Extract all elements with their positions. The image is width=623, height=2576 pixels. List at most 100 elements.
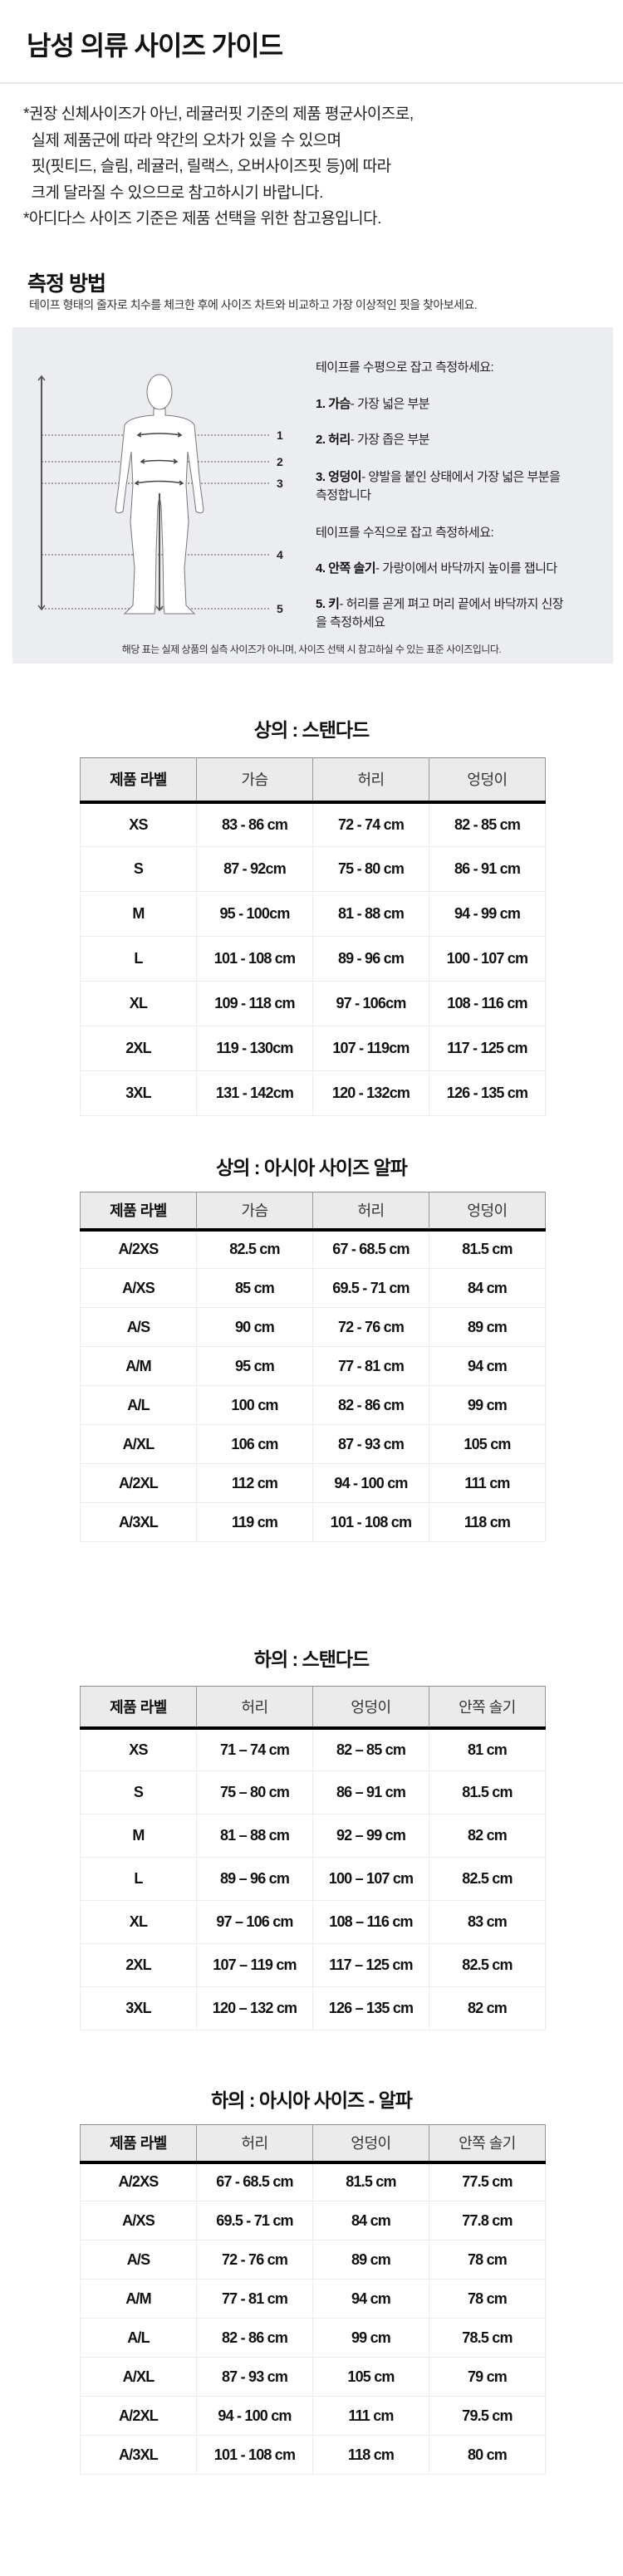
column-header: 안쪽 솔기 [429,1686,546,1730]
instruction-label: 1. 가슴 [316,397,351,411]
measurement-cell: 119 - 130cm [196,1026,313,1071]
marker-3: 3 [277,477,283,490]
section-title-bottom-asia: 하의 : 아시아 사이즈 - 알파 [211,2089,413,2111]
note-line: 크게 달라질 수 있으므로 참고하시기 바랍니다. [23,184,324,202]
measurement-cell: 82 - 86 cm [196,2318,313,2358]
measurement-cell: 87 - 93 cm [196,2357,313,2397]
table-row: A/XL 106 cm 87 - 93 cm 105 cm [80,1424,546,1464]
measurement-cell: 112 cm [196,1463,313,1503]
column-header: 엉덩이 [429,1192,546,1232]
size-label-cell: A/XL [80,2357,197,2397]
instruction-label: 4. 안쪽 솔기 [316,561,376,575]
measurement-cell: 72 - 74 cm [312,801,429,847]
measurement-cell: 95 - 100cm [196,891,313,937]
measurement-cell: 99 cm [429,1385,546,1425]
measurement-cell: 86 - 91 cm [429,846,546,892]
column-header: 허리 [196,1686,313,1730]
instruction-label: 3. 엉덩이 [316,470,362,484]
inseam-arrow-icon [155,493,164,612]
measurement-cell: 100 - 107 cm [429,936,546,982]
table-row: M 81 – 88 cm 92 – 99 cm 82 cm [80,1814,546,1858]
measurement-cell: 82.5 cm [196,1229,313,1269]
table-row: 2XL 107 – 119 cm 117 – 125 cm 82.5 cm [80,1943,546,1987]
measurement-cell: 105 cm [312,2357,429,2397]
table-row: A/XS 85 cm 69.5 - 71 cm 84 cm [80,1268,546,1308]
horizontal-intro: 테이프를 수평으로 잡고 측정하세요: [316,360,494,375]
size-label-cell: L [80,1857,197,1901]
measurement-cell: 81 – 88 cm [196,1814,313,1858]
marker-1: 1 [277,429,283,442]
measurement-cell: 85 cm [196,1268,313,1308]
measurement-cell: 78.5 cm [429,2318,546,2358]
table-row: A/2XL 94 - 100 cm 111 cm 79.5 cm [80,2396,546,2436]
section-title-top-standard: 상의 : 스탠다드 [253,719,370,741]
table-header-row: 제품 라벨 허리 엉덩이 안쪽 솔기 [80,2124,546,2164]
table-row: S 75 – 80 cm 86 – 91 cm 81.5 cm [80,1770,546,1814]
size-label-cell: A/XS [80,2201,197,2241]
measurement-cell: 69.5 - 71 cm [196,2201,313,2241]
measurement-cell: 111 cm [429,1463,546,1503]
column-header: 가슴 [196,1192,313,1232]
measurement-cell: 89 – 96 cm [196,1857,313,1901]
table-header-row: 제품 라벨 가슴 허리 엉덩이 [80,1192,546,1232]
measurement-cell: 101 - 108 cm [196,936,313,982]
size-notes: *권장 신체사이즈가 아닌, 레귤러핏 기준의 제품 평균사이즈로, 실제 제품… [23,101,414,233]
measurement-cell: 94 - 100 cm [196,2396,313,2436]
measurement-cell: 82 cm [429,1986,546,2030]
measurement-cell: 108 - 116 cm [429,981,546,1026]
note-line: 핏(핏티드, 슬림, 레귤러, 릴랙스, 오버사이즈핏 등)에 따라 [23,158,392,175]
measurement-cell: 82 – 85 cm [312,1727,429,1771]
measurement-cell: 82.5 cm [429,1943,546,1987]
measurement-cell: 79.5 cm [429,2396,546,2436]
column-header: 제품 라벨 [80,1192,197,1232]
measurement-cell: 90 cm [196,1307,313,1347]
table-row: A/M 77 - 81 cm 94 cm 78 cm [80,2279,546,2319]
measurement-cell: 108 – 116 cm [312,1900,429,1944]
measurement-cell: 83 - 86 cm [196,801,313,847]
table-row: A/XS 69.5 - 71 cm 84 cm 77.8 cm [80,2201,546,2241]
measurement-cell: 80 cm [429,2435,546,2475]
table-row: A/3XL 119 cm 101 - 108 cm 118 cm [80,1502,546,1542]
measurement-cell: 101 - 108 cm [196,2435,313,2475]
size-label-cell: A/2XS [80,2162,197,2201]
measurement-cell: 82.5 cm [429,1857,546,1901]
measurement-cell: 109 - 118 cm [196,981,313,1026]
measurement-cell: 107 - 119cm [312,1026,429,1071]
column-header: 제품 라벨 [80,757,197,804]
measurement-cell: 100 – 107 cm [312,1857,429,1901]
size-label-cell: 2XL [80,1943,197,1987]
measurement-cell: 120 – 132 cm [196,1986,313,2030]
column-header: 가슴 [196,757,313,804]
table-row: A/2XS 67 - 68.5 cm 81.5 cm 77.5 cm [80,2162,546,2201]
table-row: 2XL 119 - 130cm 107 - 119cm 117 - 125 cm [80,1026,546,1071]
section-title-top-asia: 상의 : 아시아 사이즈 알파 [216,1157,408,1178]
instruction-label: 5. 키 [316,597,340,611]
table-row: S 87 - 92cm 75 - 80 cm 86 - 91 cm [80,846,546,892]
measurement-cell: 97 - 106cm [312,981,429,1026]
instruction-desc: - 양발을 붙인 상태에서 가장 넓은 부분을 측정합니다 [316,470,561,502]
measurement-cell: 84 cm [429,1268,546,1308]
size-label-cell: M [80,1814,197,1858]
table-row: XL 97 – 106 cm 108 – 116 cm 83 cm [80,1900,546,1944]
size-label-cell: XL [80,1900,197,1944]
size-label-cell: A/2XS [80,1229,197,1269]
instruction-desc: - 가장 좁은 부분 [350,433,430,447]
table-row: A/2XL 112 cm 94 - 100 cm 111 cm [80,1463,546,1503]
note-line: 실제 제품군에 따라 약간의 오차가 있을 수 있으며 [23,131,342,149]
instruction-inseam: 4. 안쪽 솔기- 가랑이에서 바닥까지 높이를 잽니다 [316,560,606,578]
measurement-cell: 71 – 74 cm [196,1727,313,1771]
measurement-panel [12,327,613,664]
measurement-cell: 67 - 68.5 cm [312,1229,429,1269]
measurement-cell: 72 - 76 cm [196,2240,313,2280]
table-row: M 95 - 100cm 81 - 88 cm 94 - 99 cm [80,891,546,937]
table-header-row: 제품 라벨 가슴 허리 엉덩이 [80,757,546,804]
measurement-cell: 82 cm [429,1814,546,1858]
measurement-cell: 105 cm [429,1424,546,1464]
measurement-cell: 111 cm [312,2396,429,2436]
instruction-label: 2. 허리 [316,433,351,447]
vertical-intro: 테이프를 수직으로 잡고 측정하세요: [316,526,494,540]
measurement-cell: 126 – 135 cm [312,1986,429,2030]
size-label-cell: XS [80,801,197,847]
measurement-cell: 101 - 108 cm [312,1502,429,1542]
table-row: 3XL 120 – 132 cm 126 – 135 cm 82 cm [80,1986,546,2030]
